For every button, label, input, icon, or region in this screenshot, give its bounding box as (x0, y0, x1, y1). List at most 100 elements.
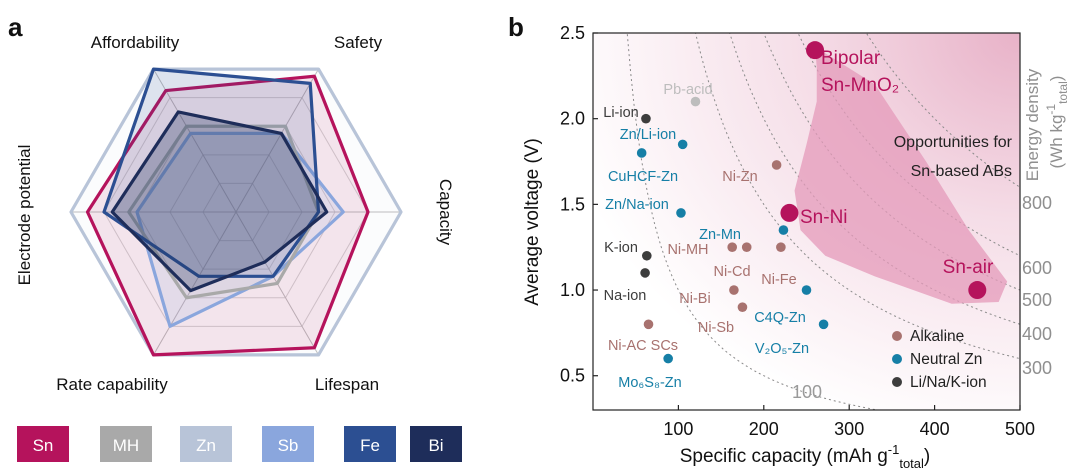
legend-label: Zn (196, 436, 216, 455)
data-label: Ni-MH (667, 242, 708, 258)
legend-marker (892, 331, 902, 341)
data-label: Ni-Zn (722, 169, 757, 185)
data-point (968, 281, 987, 300)
radar-axis-label-capacity: Capacity (436, 179, 455, 246)
data-label: Zn-Mn (699, 227, 741, 243)
data-label: Na-ion (604, 288, 647, 304)
x-tick-label: 200 (749, 419, 779, 439)
radar-axis-label-safety: Safety (334, 33, 383, 52)
x-axis-label: Specific capacity (mAh g-1total) (680, 442, 931, 471)
point-c4q-zn: C4Q-Zn (754, 285, 812, 326)
radar-axis-label-affordability: Affordability (91, 33, 180, 52)
data-label: Zn/Na-ion (605, 197, 669, 213)
point-zn-li-ion: Zn/Li-ion (620, 127, 688, 150)
data-point (676, 208, 686, 218)
point-ni-ac-scs: Ni-AC SCs (608, 319, 678, 354)
panel-label-b: b (508, 12, 524, 42)
data-point (771, 160, 782, 170)
legend-marker (892, 354, 902, 364)
x-tick-label: 500 (1005, 419, 1035, 439)
x-tick-label: 300 (834, 419, 864, 439)
data-label: Li-ion (603, 105, 638, 121)
legend-label: MH (113, 436, 139, 455)
energy-contour-300 (694, 33, 1020, 360)
data-label: Ni-Cd (713, 264, 750, 280)
data-label: Zn/Li-ion (620, 127, 676, 143)
radar-axis-label-rate-capability: Rate capability (56, 375, 168, 394)
data-label: Pb-acid (663, 82, 712, 98)
data-label: C4Q-Zn (754, 310, 806, 326)
scatter-chart: Opportunities for Sn-based ABs 100 200 300 40… (522, 23, 1070, 471)
radar-spoke (153, 211, 237, 356)
radar-spoke (235, 68, 319, 213)
y-tick-label: 1.0 (560, 280, 585, 300)
legend-swatch (344, 426, 396, 462)
point-li-ion: Li-ion (603, 105, 651, 124)
x-tick-label: 100 (663, 419, 693, 439)
point-bipolar-sn-mno2: Bipolar Sn-MnO₂ (806, 41, 899, 96)
point-ni-zn: Ni-Zn (722, 160, 782, 185)
legend-label: Li/Na/K-ion (910, 374, 987, 391)
data-point (818, 319, 829, 330)
data-label: Ni-Fe (761, 272, 796, 288)
point-k-ion: K-ion (604, 240, 652, 261)
point-ni-sb: Ni-Sb (698, 302, 748, 336)
point-ni-cd: Ni-Cd (713, 242, 752, 280)
data-label: Ni-Bi (679, 291, 710, 307)
energy-contour-label-100: 100 (792, 382, 822, 402)
data-point (780, 203, 799, 222)
energy-density-tick-500: 500 (1022, 290, 1052, 310)
data-point (729, 285, 739, 295)
data-label: Mo₆S₈-Zn (618, 375, 681, 391)
legend-marker (892, 377, 902, 387)
radar-series-fe (102, 67, 321, 278)
point-ni-mh: Ni-MH (667, 242, 738, 258)
point-ni-fe: Ni-Fe (761, 242, 797, 288)
legend-swatch (17, 426, 69, 462)
data-point (801, 285, 812, 295)
legend-label: Alkaline (910, 328, 964, 345)
point-na-ion: Na-ion (604, 268, 650, 304)
y-tick-label: 0.5 (560, 366, 585, 386)
data-point (643, 319, 654, 330)
data-label: Bipolar (821, 48, 881, 69)
radar-series-bi (110, 110, 329, 293)
panel-label-a: a (8, 12, 23, 42)
y-tick-label: 2.0 (560, 109, 585, 129)
legend-item-mh: MH (100, 426, 152, 462)
data-label: Sn-MnO₂ (821, 75, 899, 96)
legend-item-sb: Sb (262, 426, 314, 462)
plot-frame (592, 32, 1021, 411)
legend-item-fe: Fe (344, 426, 396, 462)
energy-density-label: Energy density (1023, 68, 1042, 181)
data-label: Sn-Ni (800, 207, 848, 228)
radar-axis-label-lifespan: Lifespan (315, 375, 379, 394)
energy-contour-800 (865, 33, 1020, 188)
y-tick-label: 2.5 (560, 23, 585, 43)
data-label: Ni-AC SCs (608, 338, 678, 354)
data-point (778, 225, 789, 235)
y-tick-label: 1.5 (560, 194, 585, 214)
legend-swatch (180, 426, 232, 462)
legend-swatch (410, 426, 462, 462)
data-point (690, 96, 701, 107)
data-point (741, 242, 752, 253)
scatter-legend-alkaline: Alkaline (892, 328, 964, 345)
data-label: V₂O₅-Zn (755, 341, 809, 357)
x-tick-label: 400 (920, 419, 950, 439)
radar-axis-label-electrode-potential: Electrode potential (15, 145, 34, 286)
opportunity-text-line1: Opportunities for (894, 134, 1013, 151)
point-sn-air: Sn-air (943, 257, 994, 300)
legend-swatch (100, 426, 152, 462)
data-point (737, 302, 748, 312)
data-point (642, 250, 652, 261)
point-zn-mn: Zn-Mn (699, 225, 789, 243)
point-zn-na-ion: Zn/Na-ion (605, 197, 686, 218)
point-ni-bi: Ni-Bi (679, 285, 739, 307)
data-label: Sn-air (943, 257, 994, 278)
point-v2o5-zn: V₂O₅-Zn (755, 319, 829, 357)
legend-item-zn: Zn (180, 426, 232, 462)
legend-label: Neutral Zn (910, 351, 982, 368)
data-point (640, 268, 650, 278)
